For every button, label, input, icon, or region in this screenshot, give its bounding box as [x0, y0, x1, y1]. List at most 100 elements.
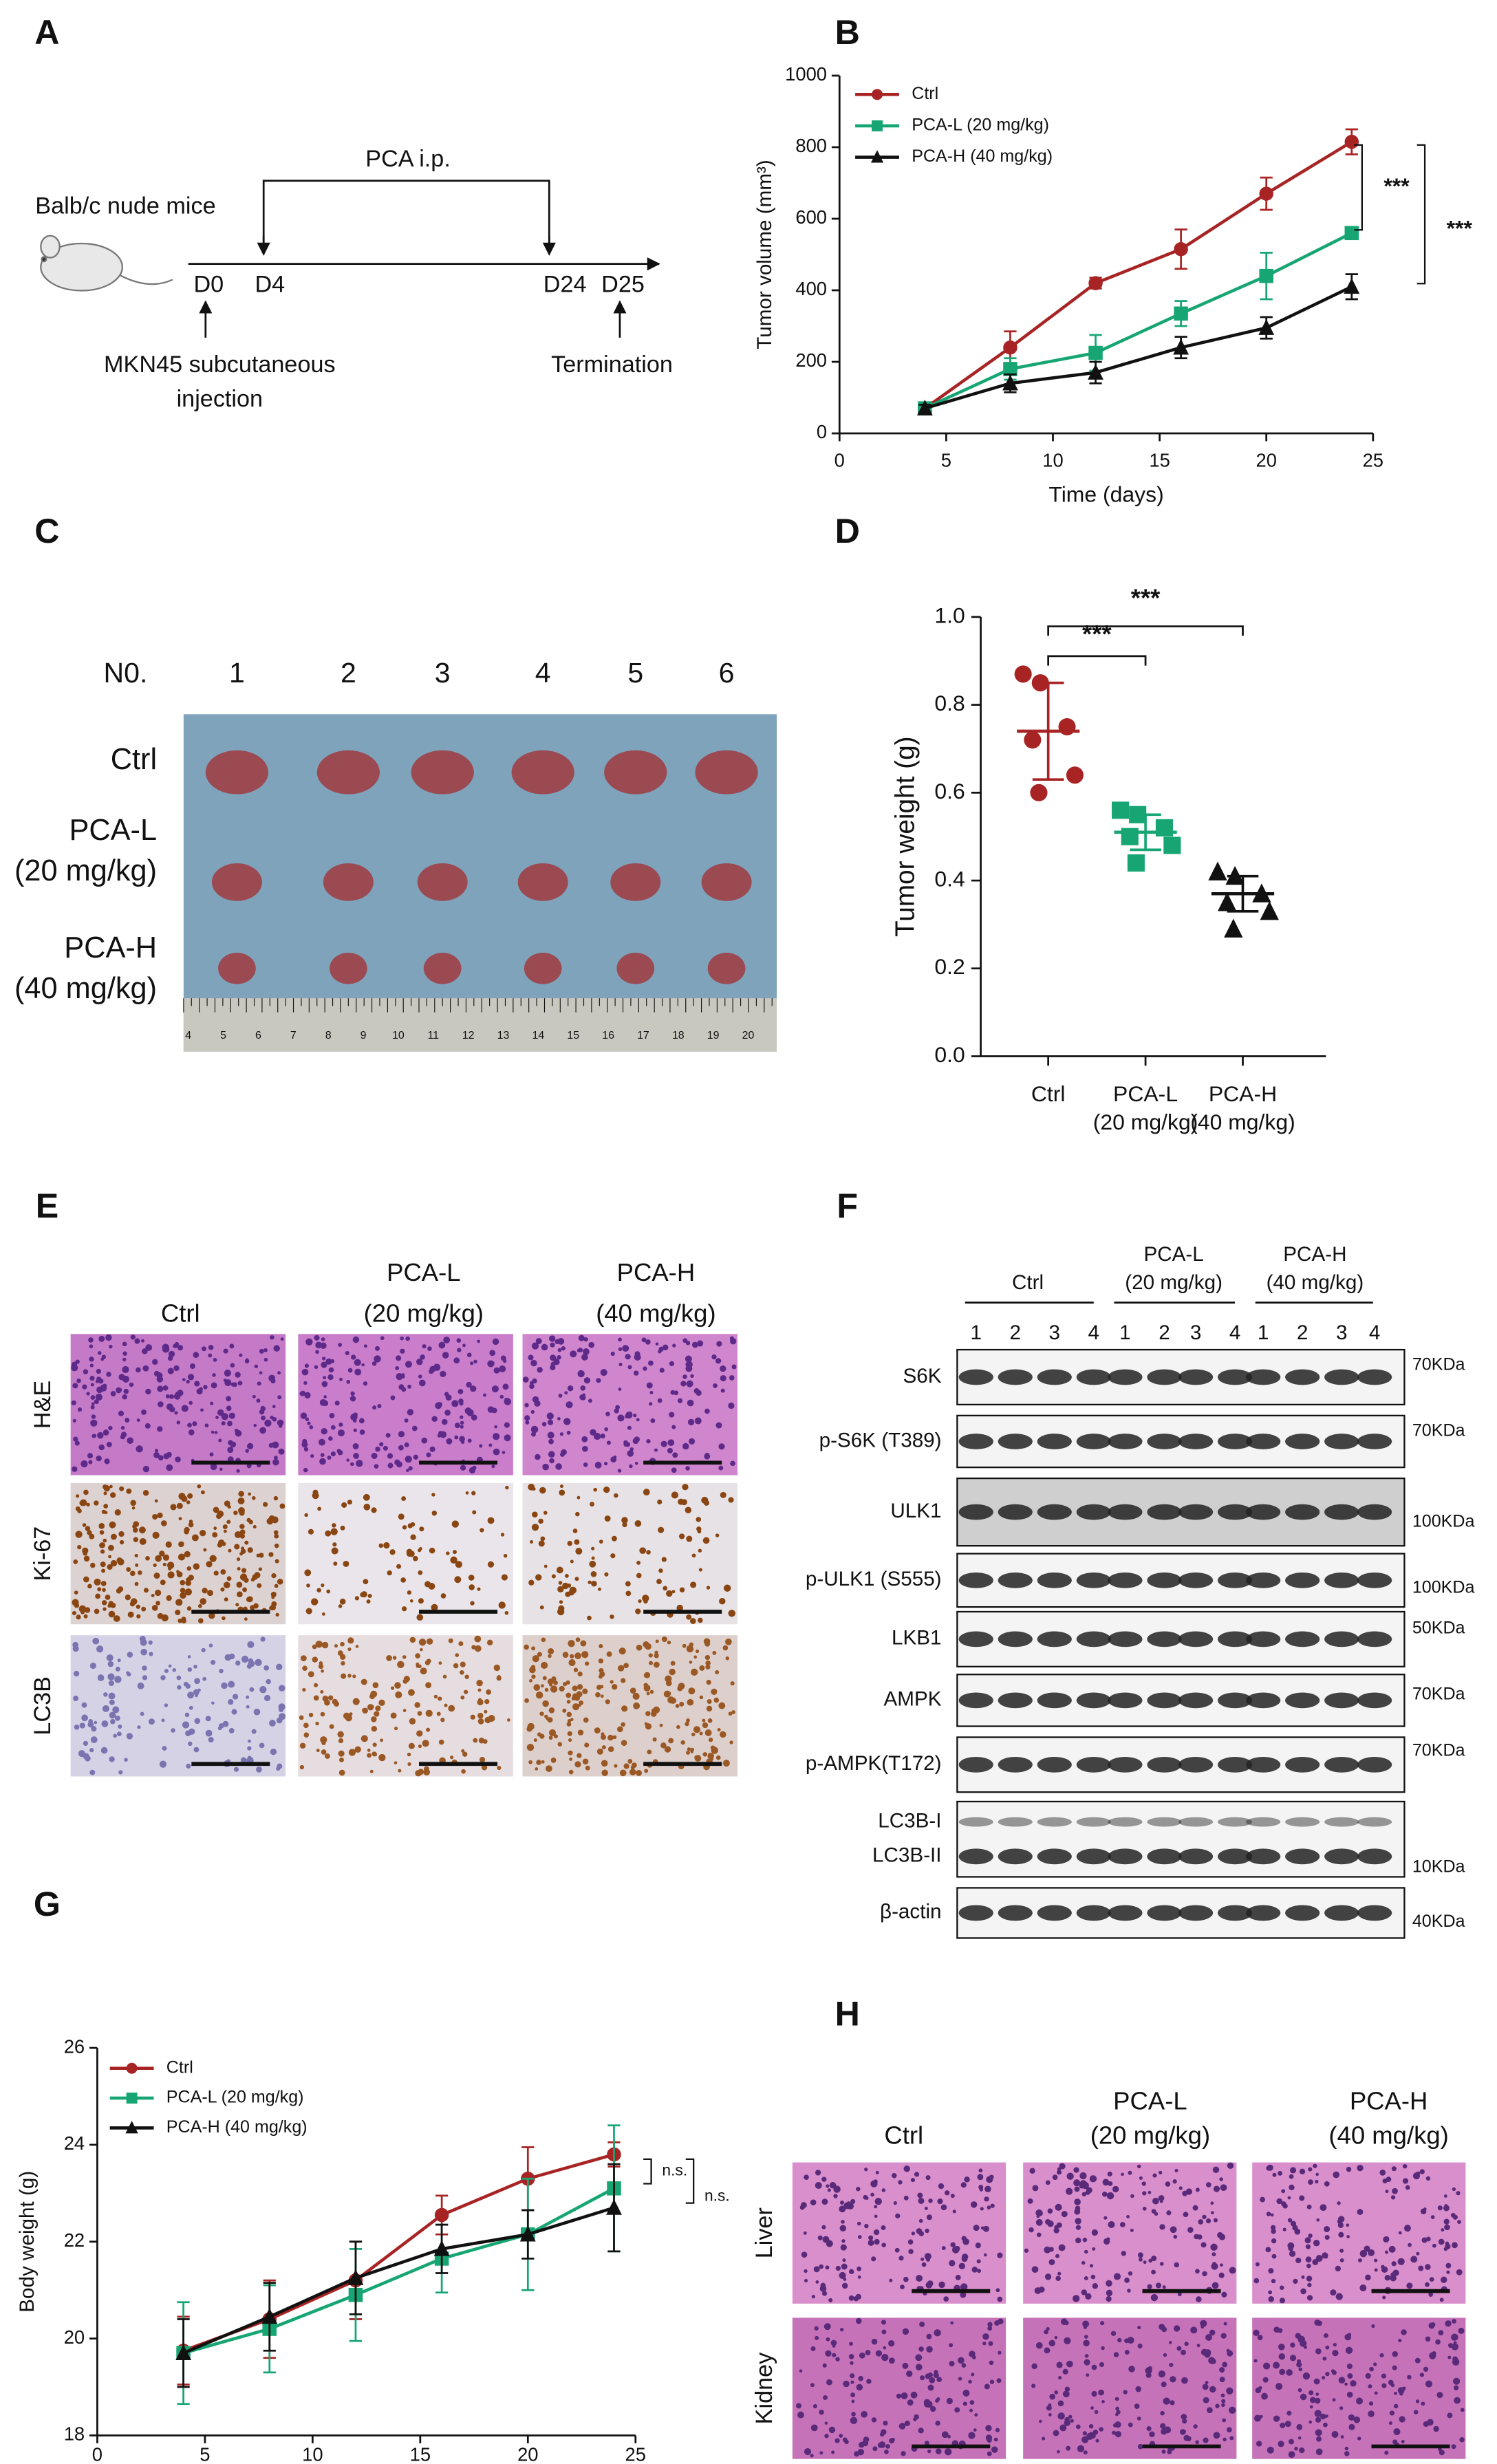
nucleus	[256, 1398, 261, 1403]
nucleus	[861, 2410, 868, 2418]
label: Ctrl	[1012, 1271, 1044, 1294]
nucleus	[418, 1548, 422, 1553]
nucleus	[276, 1717, 283, 1724]
nucleus	[1313, 2163, 1317, 2168]
marker	[1224, 918, 1243, 938]
nucleus	[1401, 2329, 1407, 2335]
nucleus	[1356, 2397, 1364, 2405]
nucleus	[581, 1445, 588, 1452]
nucleus	[539, 1487, 546, 1494]
nucleus	[672, 1343, 676, 1348]
nucleus	[312, 1656, 319, 1663]
blot-band	[1076, 1817, 1111, 1827]
nucleus	[711, 1747, 718, 1754]
nucleus	[1220, 2333, 1227, 2339]
nucleus	[89, 1363, 94, 1368]
nucleus	[1443, 2194, 1447, 2198]
nucleus	[217, 1409, 224, 1416]
nucleus	[321, 1337, 325, 1341]
nucleus	[1059, 2163, 1066, 2170]
nucleus	[370, 1705, 374, 1709]
nucleus	[1045, 2180, 1051, 2185]
blot-band	[958, 1631, 993, 1647]
nucleus	[339, 1654, 346, 1660]
legend-label: PCA-H (40 mg/kg)	[912, 147, 1053, 166]
nucleus	[118, 1387, 122, 1392]
nucleus	[987, 2322, 993, 2327]
nucleus	[194, 1694, 199, 1698]
nucleus	[491, 1385, 499, 1393]
nucleus	[1415, 2399, 1420, 2403]
nucleus	[277, 1578, 283, 1585]
nucleus	[352, 1674, 356, 1678]
tumor	[695, 750, 758, 795]
nucleus	[865, 2196, 869, 2200]
row-label: Liver	[751, 2207, 777, 2258]
marker	[1024, 731, 1042, 749]
nucleus	[718, 1702, 726, 1709]
nucleus	[340, 1641, 345, 1647]
nucleus	[1210, 2211, 1214, 2215]
blot-band	[1108, 1434, 1143, 1449]
nucleus	[72, 1466, 78, 1472]
nucleus	[106, 1372, 111, 1377]
nucleus	[925, 2175, 931, 2181]
nucleus	[671, 1590, 676, 1594]
nucleus	[1185, 2188, 1193, 2195]
marker	[1260, 900, 1279, 920]
nucleus	[407, 1409, 414, 1416]
nucleus	[848, 2295, 854, 2301]
nucleus	[278, 1448, 285, 1455]
nucleus	[118, 1770, 123, 1775]
nucleus	[704, 1729, 712, 1736]
nucleus	[110, 1559, 118, 1567]
nucleus	[1278, 2328, 1283, 2333]
nucleus	[614, 1493, 618, 1498]
nucleus	[246, 1705, 250, 1709]
nucleus	[442, 1674, 447, 1679]
nucleus	[709, 1757, 714, 1762]
nucleus	[722, 1645, 729, 1651]
nucleus	[698, 1568, 702, 1572]
nucleus	[1223, 2437, 1227, 2442]
nucleus	[607, 1746, 614, 1753]
nucleus	[706, 1705, 713, 1712]
tissue-image	[70, 1334, 286, 1476]
nucleus	[1116, 2410, 1121, 2414]
nucleus	[801, 2251, 808, 2258]
nucleus	[108, 1425, 113, 1431]
nucleus	[166, 1595, 172, 1601]
blot-band	[1324, 1504, 1359, 1520]
nucleus	[89, 1376, 95, 1381]
blot-band	[1246, 1572, 1281, 1588]
nucleus	[140, 1648, 147, 1656]
nucleus	[246, 1442, 254, 1450]
marker	[1088, 276, 1103, 290]
label: 15	[567, 1030, 579, 1041]
nucleus	[685, 1365, 693, 1372]
nucleus	[1118, 2339, 1121, 2343]
nucleus	[141, 1606, 147, 1612]
nucleus	[347, 1500, 352, 1505]
nucleus	[219, 1668, 224, 1674]
nucleus	[82, 1523, 87, 1527]
nucleus	[686, 1380, 693, 1387]
blot-band	[1037, 1434, 1072, 1449]
nucleus	[669, 1361, 675, 1367]
nucleus	[257, 1381, 261, 1386]
nucleus	[360, 1735, 368, 1742]
nucleus	[679, 1533, 685, 1539]
nucleus	[583, 1337, 588, 1342]
nucleus	[704, 1408, 710, 1414]
nucleus	[1397, 2258, 1405, 2265]
nucleus	[1320, 2413, 1326, 2420]
nucleus	[903, 2329, 908, 2335]
nucleus	[686, 1751, 690, 1755]
blot-band	[1217, 1369, 1253, 1385]
nucleus	[1176, 2346, 1182, 2351]
nucleus	[1183, 2212, 1189, 2218]
nucleus	[173, 1365, 180, 1372]
tumor	[517, 863, 568, 901]
nucleus	[882, 2355, 886, 2359]
nucleus	[175, 1456, 181, 1462]
